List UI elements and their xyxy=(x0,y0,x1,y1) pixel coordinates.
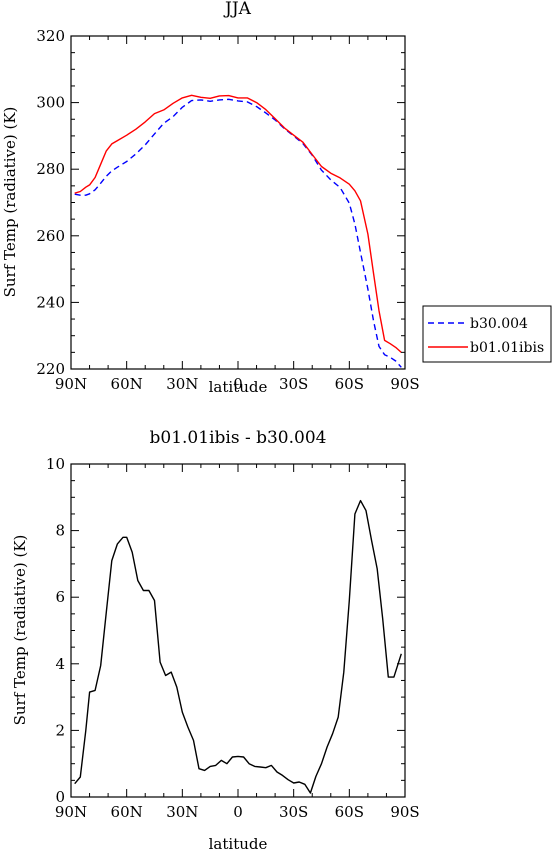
top-panel: JJA 90N 60N 30N 0 30S 60S 90S 220 240 260 280 300 32… xyxy=(1,0,552,396)
bottom-y-tick-label: 4 xyxy=(55,655,65,673)
bottom-x-tick-label: 90S xyxy=(390,803,419,821)
bottom-ticks-group: 90N 60N 30N 0 30S 60S 90S 0 2 4 6 8 10 xyxy=(46,455,420,821)
top-series-group xyxy=(74,94,402,368)
top-x-tick-label: 30N xyxy=(166,375,198,393)
legend: b30.004 b01.01ibis xyxy=(422,305,552,363)
bottom-series-group xyxy=(74,499,402,794)
top-x-tick-label: 30S xyxy=(279,375,308,393)
bottom-x-tick-label: 60S xyxy=(335,803,364,821)
top-series-line-0 xyxy=(74,98,402,368)
top-y-tick-label: 280 xyxy=(36,160,65,178)
bottom-x-tick-label: 30S xyxy=(279,803,308,821)
top-x-tick-label: 60N xyxy=(111,375,143,393)
top-y-tick-label: 300 xyxy=(36,94,65,112)
top-x-tick-label: 0 xyxy=(233,375,243,393)
top-chart-title: JJA xyxy=(223,0,252,19)
bottom-series-line-0 xyxy=(74,499,402,794)
legend-label-b30-004: b30.004 xyxy=(470,316,528,332)
top-x-axis-title: latitude xyxy=(209,378,268,396)
bottom-x-tick-label: 90N xyxy=(55,803,87,821)
top-x-tick-label: 60S xyxy=(335,375,364,393)
bottom-x-tick-label: 60N xyxy=(111,803,143,821)
top-x-tick-label: 90S xyxy=(390,375,419,393)
bottom-y-tick-label: 10 xyxy=(46,455,65,473)
top-plot-frame xyxy=(70,35,406,370)
bottom-x-axis-title: latitude xyxy=(209,835,268,851)
top-y-tick-label: 320 xyxy=(36,27,65,45)
legend-label-b01-01ibis: b01.01ibis xyxy=(470,340,544,356)
bottom-y-tick-label: 6 xyxy=(55,588,65,606)
top-y-tick-label: 260 xyxy=(36,227,65,245)
bottom-x-tick-label: 30N xyxy=(166,803,198,821)
bottom-chart-title: b01.01ibis - b30.004 xyxy=(150,428,327,448)
top-y-axis-title: Surf Temp (radiative) (K) xyxy=(1,107,19,298)
bottom-x-tick-label: 0 xyxy=(233,803,243,821)
legend-box xyxy=(422,305,552,363)
top-y-tick-label: 220 xyxy=(36,360,65,378)
top-x-tick-label: 90N xyxy=(55,375,87,393)
bottom-y-tick-label: 8 xyxy=(55,522,65,540)
bottom-y-tick-label: 0 xyxy=(55,788,65,806)
bottom-panel: b01.01ibis - b30.004 90N 60N 30N 0 30S 60S 90S… xyxy=(11,428,420,851)
bottom-y-axis-title: Surf Temp (radiative) (K) xyxy=(11,535,29,726)
top-y-tick-label: 240 xyxy=(36,293,65,311)
bottom-y-tick-label: 2 xyxy=(55,721,65,739)
top-ticks-group: 90N 60N 30N 0 30S 60S 90S 220 240 260 280 300 320 xyxy=(36,27,419,393)
top-series-line-1 xyxy=(74,94,402,353)
